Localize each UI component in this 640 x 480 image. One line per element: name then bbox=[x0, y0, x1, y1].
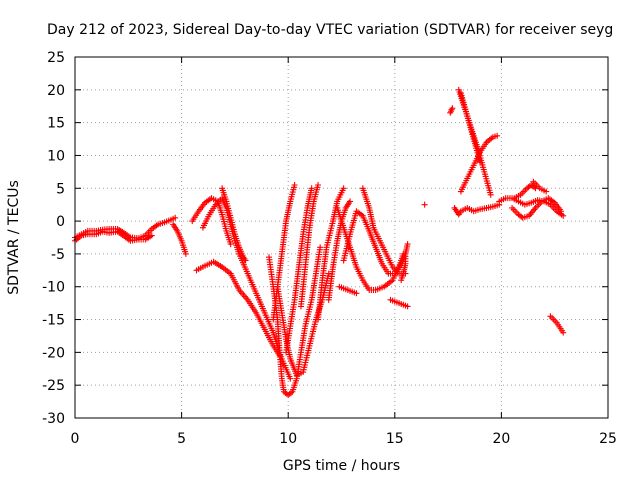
series-flat-5.7-7.3 bbox=[193, 258, 234, 277]
x-tick-label: 5 bbox=[177, 431, 186, 447]
data-point bbox=[448, 106, 455, 113]
data-point bbox=[308, 185, 315, 192]
data-point bbox=[477, 159, 484, 166]
x-tick-label: 25 bbox=[599, 431, 617, 447]
series-vert-15.3 bbox=[398, 241, 411, 284]
data-point bbox=[148, 232, 155, 239]
data-point bbox=[288, 389, 295, 396]
x-tick-label: 20 bbox=[492, 431, 510, 447]
gridlines bbox=[75, 57, 608, 418]
series-rise-10.6-11.5 bbox=[297, 181, 322, 310]
data-point bbox=[447, 108, 454, 115]
series-wave-20.5-22.9 bbox=[509, 195, 565, 221]
plot-frame bbox=[74, 56, 609, 419]
y-tick-label: 20 bbox=[47, 83, 65, 99]
data-point bbox=[560, 329, 567, 336]
data-point bbox=[449, 105, 456, 112]
data-point bbox=[172, 214, 179, 221]
series-rise-9.3-10.5 bbox=[270, 181, 298, 323]
data-point bbox=[227, 241, 234, 248]
series-cross-c bbox=[457, 132, 501, 195]
y-tick-label: 10 bbox=[47, 148, 65, 164]
series-fall-7.3-9.6 bbox=[227, 270, 283, 359]
data-point bbox=[347, 198, 354, 205]
y-tick-label: 25 bbox=[47, 50, 65, 66]
data-point bbox=[315, 181, 322, 188]
series-fall-7.7-10.1 bbox=[236, 250, 294, 382]
series-base-18-20 bbox=[451, 201, 503, 218]
chart-title: Day 212 of 2023, Sidereal Day-to-day VTE… bbox=[47, 22, 613, 38]
series-dot-17.7 bbox=[447, 105, 456, 116]
data-point bbox=[558, 208, 565, 215]
y-tick-label: 15 bbox=[47, 116, 65, 132]
axis-ticks: 0 5 10 15 20 25 -30 -25 -20 -15 -10 -5 0 5 10 15 20 25 bbox=[42, 50, 617, 447]
data-point bbox=[543, 188, 550, 195]
x-axis-label: GPS time / hours bbox=[283, 458, 400, 474]
y-tick-label: -10 bbox=[42, 280, 65, 296]
data-point bbox=[182, 250, 189, 257]
data-point bbox=[317, 244, 324, 251]
data-point bbox=[291, 181, 298, 188]
y-tick-label: 5 bbox=[56, 181, 65, 197]
series-tail-14.8-15.6 bbox=[387, 296, 411, 310]
data-point bbox=[404, 303, 411, 310]
series-tail-22.3-22.9 bbox=[547, 313, 567, 336]
data-point bbox=[421, 201, 428, 208]
y-tick-label: -5 bbox=[51, 247, 65, 263]
data-points bbox=[72, 86, 567, 399]
y-tick-label: -15 bbox=[42, 313, 65, 329]
y-tick-label: -30 bbox=[42, 411, 65, 427]
x-tick-label: 10 bbox=[279, 431, 297, 447]
data-point bbox=[287, 375, 294, 382]
y-tick-label: -20 bbox=[42, 345, 65, 361]
series-dip-4.6-5.2 bbox=[170, 221, 189, 257]
data-point bbox=[487, 191, 494, 198]
data-point bbox=[353, 290, 360, 297]
series-arc-13.5-15.5 bbox=[359, 185, 409, 277]
data-point bbox=[404, 241, 411, 248]
series-deep-v bbox=[266, 244, 324, 399]
data-point bbox=[560, 212, 567, 219]
series-cross-b bbox=[457, 90, 484, 166]
series-seg-21.5-22.2 bbox=[530, 178, 550, 195]
series-dot-16.4 bbox=[421, 201, 428, 208]
x-tick-label: 15 bbox=[386, 431, 404, 447]
y-tick-label: -25 bbox=[42, 378, 65, 394]
y-axis-label: SDTVAR / TECUs bbox=[6, 180, 22, 295]
data-point bbox=[340, 185, 347, 192]
data-point bbox=[494, 132, 501, 139]
series-base-0-3.4b bbox=[72, 228, 155, 244]
x-tick-label: 0 bbox=[71, 431, 80, 447]
series-bump-5.5-7.2 bbox=[189, 195, 234, 248]
y-tick-label: 0 bbox=[56, 214, 65, 230]
series-low-12.4-13.2 bbox=[336, 283, 360, 297]
